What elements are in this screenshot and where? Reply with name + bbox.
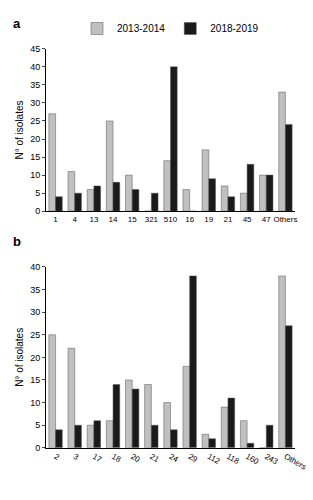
svg-text:20: 20 [129, 452, 142, 465]
svg-text:2013-2014: 2013-2014 [117, 23, 165, 34]
svg-text:5: 5 [35, 188, 40, 198]
svg-text:21: 21 [148, 452, 161, 465]
svg-text:N° of isolates: N° of isolates [14, 328, 25, 387]
svg-text:510: 510 [164, 215, 178, 224]
svg-text:30: 30 [30, 307, 40, 317]
svg-text:20: 20 [30, 353, 40, 363]
svg-text:16: 16 [185, 215, 194, 224]
svg-text:15: 15 [30, 375, 40, 385]
svg-text:4: 4 [73, 215, 78, 224]
svg-text:1: 1 [53, 215, 58, 224]
svg-text:10: 10 [30, 398, 40, 408]
svg-text:18: 18 [110, 452, 123, 465]
svg-text:25: 25 [30, 116, 40, 126]
svg-text:25: 25 [30, 330, 40, 340]
svg-text:15: 15 [128, 215, 137, 224]
svg-text:35: 35 [30, 285, 40, 295]
svg-text:112: 112 [206, 452, 222, 466]
svg-text:40: 40 [30, 62, 40, 72]
svg-text:10: 10 [30, 170, 40, 180]
svg-text:15: 15 [30, 152, 40, 162]
svg-text:5: 5 [35, 420, 40, 430]
svg-text:24: 24 [168, 452, 181, 465]
svg-text:19: 19 [204, 215, 213, 224]
svg-text:a: a [13, 16, 21, 31]
svg-text:45: 45 [30, 44, 40, 54]
svg-text:30: 30 [30, 98, 40, 108]
svg-text:0: 0 [35, 443, 40, 453]
svg-text:Others: Others [282, 452, 307, 472]
svg-text:2: 2 [53, 452, 62, 462]
svg-text:243: 243 [263, 452, 280, 467]
svg-text:35: 35 [30, 80, 40, 90]
svg-text:3: 3 [72, 452, 81, 462]
svg-text:40: 40 [30, 262, 40, 272]
svg-text:47: 47 [262, 215, 271, 224]
svg-text:N° of isolates: N° of isolates [14, 100, 25, 159]
svg-text:17: 17 [91, 452, 104, 465]
svg-text:b: b [13, 234, 21, 249]
svg-text:2018-2019: 2018-2019 [210, 23, 258, 34]
svg-text:321: 321 [145, 215, 159, 224]
svg-text:21: 21 [224, 215, 233, 224]
svg-text:14: 14 [109, 215, 118, 224]
svg-text:Others: Others [273, 215, 297, 224]
svg-text:45: 45 [243, 215, 252, 224]
svg-text:0: 0 [35, 206, 40, 216]
svg-text:20: 20 [30, 134, 40, 144]
svg-text:118: 118 [225, 452, 241, 466]
svg-text:13: 13 [89, 215, 98, 224]
svg-text:160: 160 [244, 452, 261, 467]
svg-text:29: 29 [187, 452, 200, 465]
